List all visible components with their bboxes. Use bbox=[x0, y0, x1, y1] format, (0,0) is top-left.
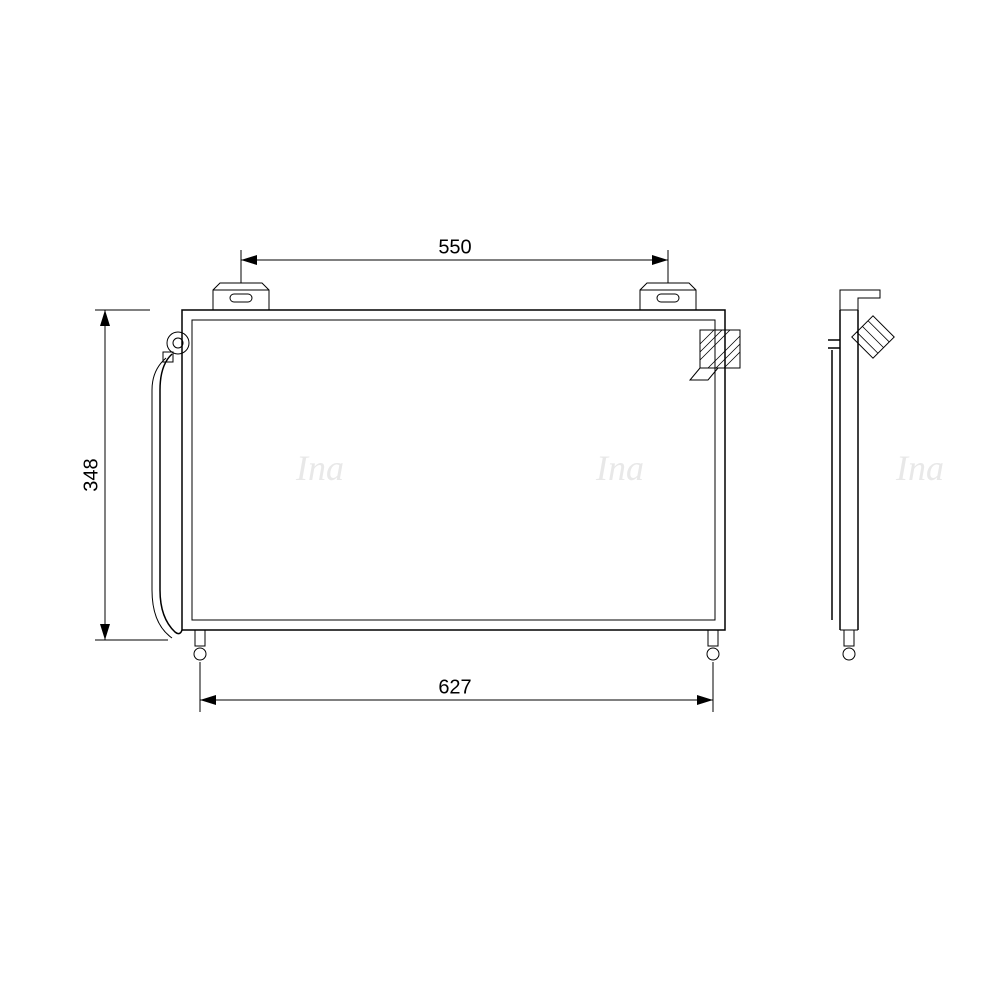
dim-height: 348 bbox=[80, 310, 168, 640]
watermark-2: Ina bbox=[595, 448, 644, 488]
side-view bbox=[828, 290, 894, 660]
stud-bottom-left bbox=[194, 630, 206, 660]
dim-top-value: 550 bbox=[438, 236, 471, 258]
bracket-top-right bbox=[640, 283, 696, 310]
side-fitting bbox=[828, 316, 894, 620]
dim-top-width: 550 bbox=[241, 236, 668, 283]
left-pipe bbox=[152, 332, 189, 638]
technical-drawing: Ina Ina Ina bbox=[0, 0, 1000, 1000]
dim-bottom-value: 627 bbox=[438, 676, 471, 698]
dim-bottom-width: 627 bbox=[200, 662, 713, 712]
watermark-group: Ina Ina Ina bbox=[295, 448, 944, 488]
dim-height-value: 348 bbox=[80, 458, 102, 491]
watermark-3: Ina bbox=[895, 448, 944, 488]
watermark-1: Ina bbox=[295, 448, 344, 488]
front-view bbox=[152, 283, 740, 660]
stud-bottom-right bbox=[707, 630, 719, 660]
bracket-top-left bbox=[213, 283, 269, 310]
